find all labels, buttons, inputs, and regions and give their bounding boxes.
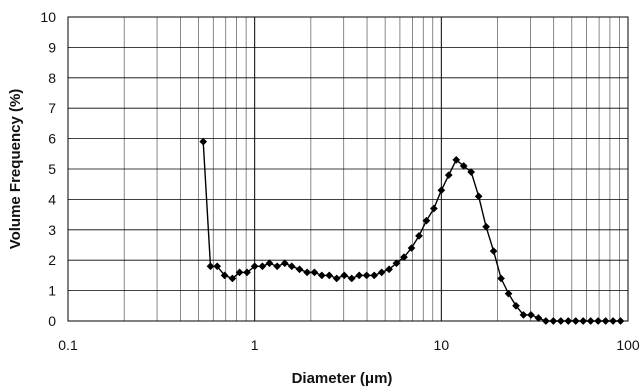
x-tick-label: 1 — [251, 337, 259, 353]
data-point-marker — [392, 259, 401, 268]
data-point-marker — [422, 216, 431, 225]
data-point-marker — [534, 314, 543, 322]
data-point-marker — [347, 274, 356, 283]
x-axis-tick-labels: 0.1 1 10 100 — [58, 337, 640, 353]
data-point-marker — [310, 268, 319, 277]
data-point-marker — [556, 317, 565, 325]
data-point-marker — [377, 268, 386, 277]
data-point-marker — [616, 317, 625, 325]
data-point-marker — [609, 317, 618, 325]
y-tick-label: 1 — [48, 283, 56, 299]
data-point-marker — [228, 274, 237, 283]
data-point-marker — [243, 268, 251, 277]
data-point-marker — [594, 317, 603, 325]
data-point-marker — [519, 310, 528, 319]
data-point-marker — [199, 137, 208, 146]
data-point-marker — [370, 271, 379, 280]
data-point-marker — [601, 317, 610, 325]
data-point-marker — [452, 155, 461, 164]
data-point-marker — [564, 317, 573, 325]
data-point-marker — [250, 262, 259, 271]
data-point-marker — [265, 259, 274, 268]
y-tick-label: 7 — [48, 100, 56, 116]
y-tick-label: 9 — [48, 39, 56, 55]
data-point-marker — [235, 268, 244, 277]
series-line — [202, 141, 621, 322]
x-tick-label: 10 — [434, 337, 450, 353]
data-point-marker — [512, 301, 520, 310]
data-point-marker — [362, 271, 371, 280]
y-tick-label: 10 — [40, 9, 56, 25]
data-point-marker — [467, 168, 476, 176]
data-point-marker — [459, 162, 468, 170]
data-point-marker — [325, 271, 334, 280]
data-point-marker — [258, 262, 267, 271]
x-axis-title: Diameter (μm) — [292, 370, 393, 387]
y-tick-label: 2 — [48, 252, 56, 268]
y-tick-label: 5 — [48, 161, 56, 177]
data-point-marker — [220, 271, 229, 280]
y-axis-tick-labels: 0 1 2 3 4 5 6 7 8 9 10 — [40, 9, 56, 329]
data-point-marker — [355, 271, 364, 280]
x-tick-label: 0.1 — [58, 337, 78, 353]
x-tick-label: 100 — [616, 337, 640, 353]
y-axis-title: Volume Frequency (%) — [7, 89, 24, 250]
data-point-marker — [429, 204, 438, 213]
data-point-marker — [437, 186, 446, 195]
y-tick-label: 0 — [48, 313, 56, 329]
data-point-marker — [497, 274, 506, 283]
data-point-marker — [489, 247, 498, 256]
data-point-marker — [213, 262, 222, 271]
data-point-marker — [586, 317, 595, 325]
data-point-marker — [340, 271, 349, 280]
data-point-marker — [303, 268, 312, 277]
y-tick-label: 4 — [48, 191, 56, 207]
data-point-marker — [579, 317, 588, 325]
data-point-marker — [407, 244, 416, 252]
data-point-marker — [280, 259, 289, 268]
data-point-marker — [385, 265, 394, 274]
data-point-marker — [571, 317, 580, 325]
y-tick-label: 3 — [48, 222, 56, 238]
data-point-marker — [287, 262, 296, 271]
data-point-marker — [295, 265, 304, 274]
data-point-marker — [474, 192, 483, 201]
data-point-marker — [415, 231, 423, 240]
plot-area-frame — [67, 16, 629, 322]
data-point-marker — [541, 317, 550, 325]
data-point-marker — [549, 317, 558, 325]
y-tick-label: 8 — [48, 70, 56, 86]
data-point-marker — [273, 262, 282, 271]
data-point-marker — [332, 274, 341, 283]
y-tick-label: 6 — [48, 131, 56, 147]
data-point-marker — [206, 262, 215, 271]
data-point-marker — [444, 171, 453, 180]
data-point-marker — [526, 310, 535, 319]
data-point-marker — [317, 271, 326, 280]
data-points — [199, 137, 625, 325]
data-point-marker — [482, 222, 491, 231]
data-point-marker — [504, 289, 513, 298]
data-point-marker — [400, 253, 408, 262]
